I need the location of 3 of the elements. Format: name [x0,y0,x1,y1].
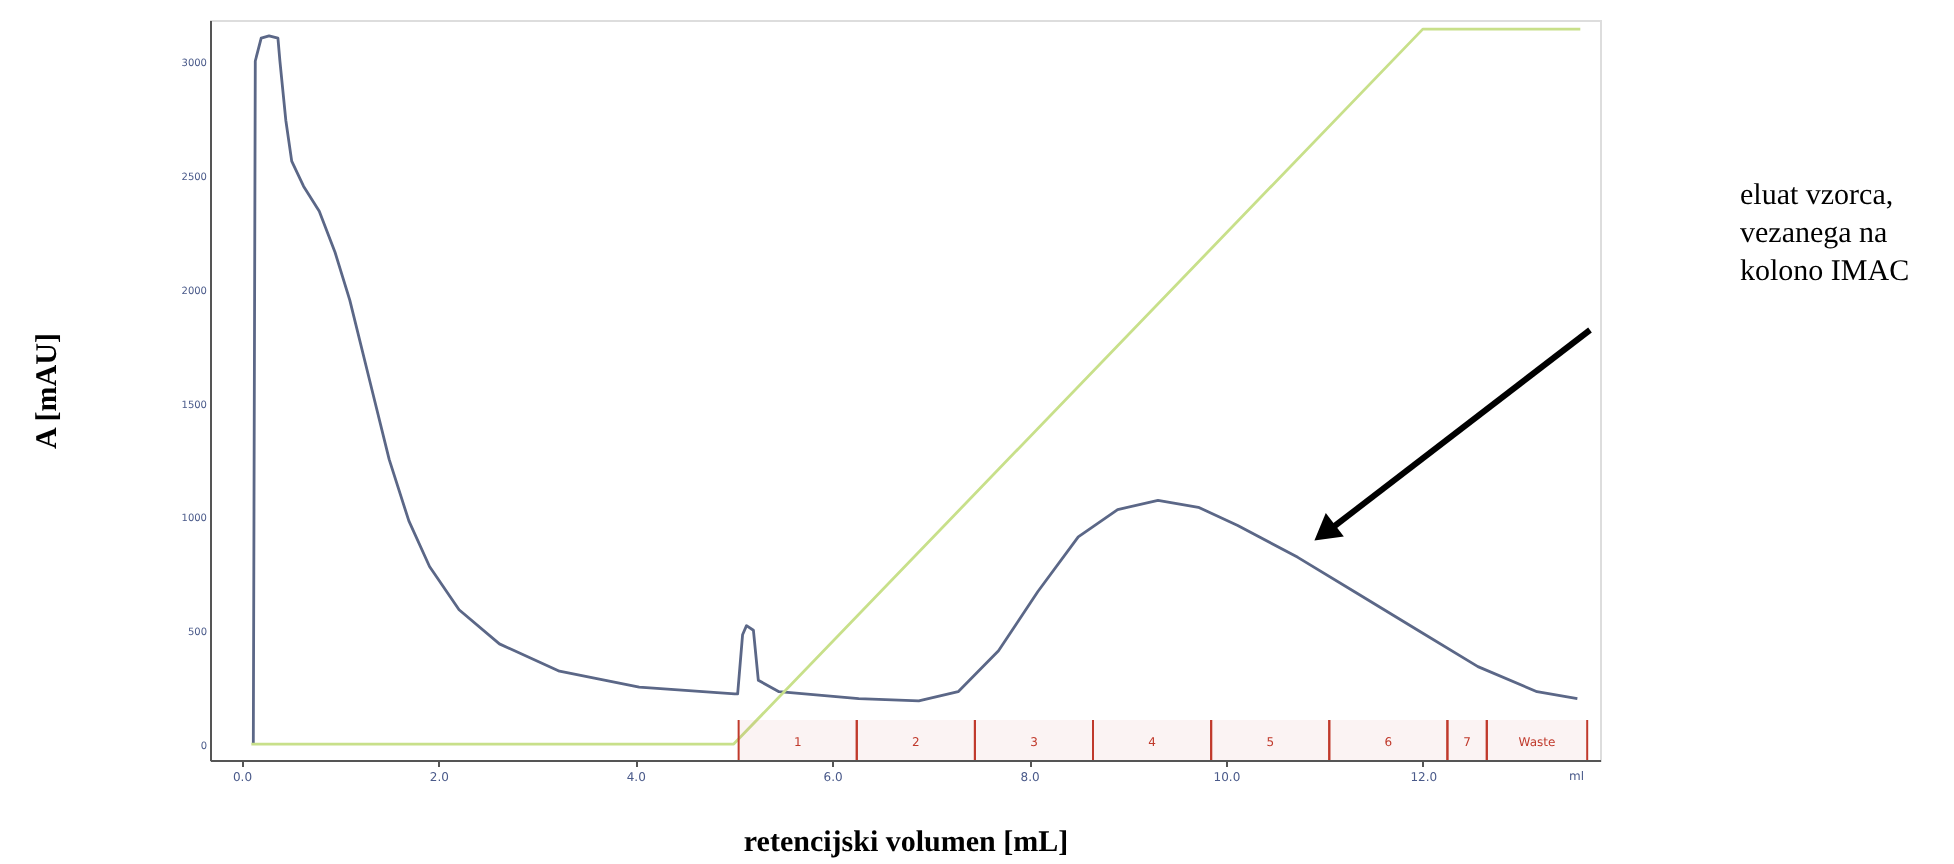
x-axis-title: retencijski volumen [mL] [743,827,1069,859]
text: eluat vzorca, vezanega na kolono IMAC [1740,180,1910,288]
y-axis-title: A [mAU] [31,333,64,449]
